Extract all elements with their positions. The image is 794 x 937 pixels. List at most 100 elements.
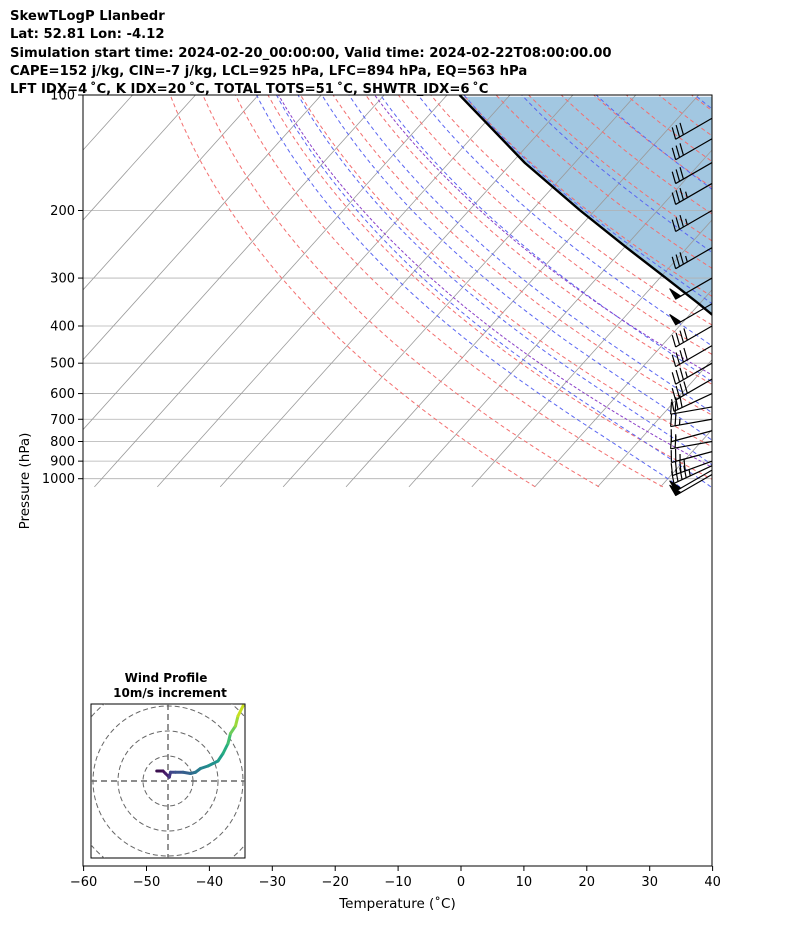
barb-feather <box>670 463 674 476</box>
y-tick-label: 800 <box>50 435 75 450</box>
barb-feather <box>675 385 681 398</box>
title-cape-line: CAPE=152 j/kg, CIN=-7 j/kg, LCL=925 hPa,… <box>10 63 528 79</box>
x-tick-label: 20 <box>579 875 596 890</box>
barb-shaft <box>670 440 713 450</box>
wind-barb <box>669 303 713 326</box>
barb-shaft <box>673 393 713 412</box>
barb-shaft <box>675 303 713 326</box>
dry-adiabat <box>365 95 712 385</box>
barb-feather <box>671 256 677 269</box>
barb-shaft <box>673 465 713 485</box>
y-tick-label: 500 <box>50 357 75 372</box>
barb-feather <box>671 354 677 367</box>
axis-ticks: −60 −50 −40 −30 −20 −10 0 10 20 30 40 1000 900 800 700… <box>42 89 721 891</box>
wind-barb <box>671 362 713 385</box>
barb-shaft <box>675 473 713 497</box>
barb-feather <box>675 254 681 267</box>
cape-fill <box>461 96 712 315</box>
isotherm-line <box>157 95 511 488</box>
cape-cin-fills <box>461 96 712 315</box>
isotherm-line <box>83 95 196 221</box>
barb-feather <box>675 217 681 230</box>
sounding-profiles <box>458 95 794 475</box>
hodograph-inset: Wind Profile 10m/s increment <box>90 671 246 859</box>
barb-shaft <box>675 182 713 205</box>
barb-shaft <box>675 378 713 401</box>
barb-shaft <box>675 469 713 492</box>
isotherm-line <box>723 95 794 487</box>
barb-feather <box>679 367 684 380</box>
barb-shaft <box>675 162 713 185</box>
x-tick-label: −10 <box>384 875 411 890</box>
barb-shaft <box>675 362 713 385</box>
barb-feather <box>675 145 681 158</box>
barb-feather <box>671 388 677 401</box>
barb-feather <box>683 465 687 478</box>
y-axis-label: Pressure (hPa) <box>17 433 33 530</box>
x-tick-label: −60 <box>70 875 97 890</box>
isotherm-line <box>219 95 574 488</box>
wind-barb <box>671 162 713 185</box>
moist-adiabat <box>417 95 712 347</box>
barb-flag <box>669 313 682 326</box>
barb-feather <box>679 252 684 265</box>
x-tick-label: 40 <box>704 875 721 890</box>
barb-shaft <box>671 430 713 443</box>
wind-barb <box>670 393 713 412</box>
barb-feather <box>675 369 681 383</box>
moist-adiabat <box>256 95 681 488</box>
wind-barb <box>671 117 713 140</box>
barb-shaft <box>675 138 713 161</box>
barb-shaft <box>670 406 713 415</box>
barb-feather <box>679 214 684 228</box>
barb-feather <box>679 122 684 135</box>
wind-barb <box>670 429 713 443</box>
barb-feather <box>674 413 677 426</box>
title-indices-line: LFT IDX=4 ˚C, K IDX=20 ˚C, TOTAL TOTS=51… <box>10 82 489 98</box>
wind-barb <box>669 469 713 492</box>
y-tick-label: 200 <box>50 204 75 219</box>
isotherm-line <box>534 289 712 488</box>
x-tick-label: −50 <box>133 875 160 890</box>
wind-barb <box>671 209 713 233</box>
wind-barb <box>670 413 713 428</box>
wind-barb <box>669 277 713 300</box>
barb-shaft <box>670 418 713 428</box>
dry-adiabat <box>234 95 664 488</box>
moist-adiabat <box>321 95 712 441</box>
wind-barb <box>671 345 713 368</box>
barb-feather <box>683 381 688 394</box>
hodograph-segment <box>229 724 237 735</box>
dewpoint-line <box>724 95 794 475</box>
barb-half-feather <box>685 191 688 198</box>
dry-adiabat <box>463 95 712 297</box>
barb-feather <box>679 383 684 396</box>
hodograph-segment <box>206 759 220 768</box>
isotherm-line <box>83 95 322 361</box>
isotherm-line <box>345 95 699 488</box>
barb-feather <box>679 143 684 156</box>
dry-adiabat <box>202 95 600 488</box>
barb-feather <box>675 169 681 182</box>
y-tick-label: 900 <box>50 455 75 470</box>
barb-feather <box>679 167 684 180</box>
x-tick-label: −40 <box>196 875 223 890</box>
barb-shaft <box>675 209 713 233</box>
wind-barb <box>671 378 713 401</box>
isotherm-line <box>83 95 133 151</box>
isotherm-line <box>786 95 794 487</box>
wind-barb <box>671 247 713 270</box>
barb-feather <box>675 332 681 345</box>
y-tick-label: 300 <box>50 272 75 287</box>
moist-adiabat <box>297 95 712 466</box>
barb-feather <box>679 350 684 363</box>
barb-shaft <box>675 247 713 270</box>
dry-adiabat <box>169 95 536 488</box>
moist-adiabat <box>379 95 712 383</box>
hodograph-title: Wind Profile <box>125 671 208 685</box>
barb-feather <box>671 147 677 160</box>
barb-feather <box>674 461 678 475</box>
wind-barb <box>670 458 713 477</box>
dry-adiabat <box>495 95 712 269</box>
